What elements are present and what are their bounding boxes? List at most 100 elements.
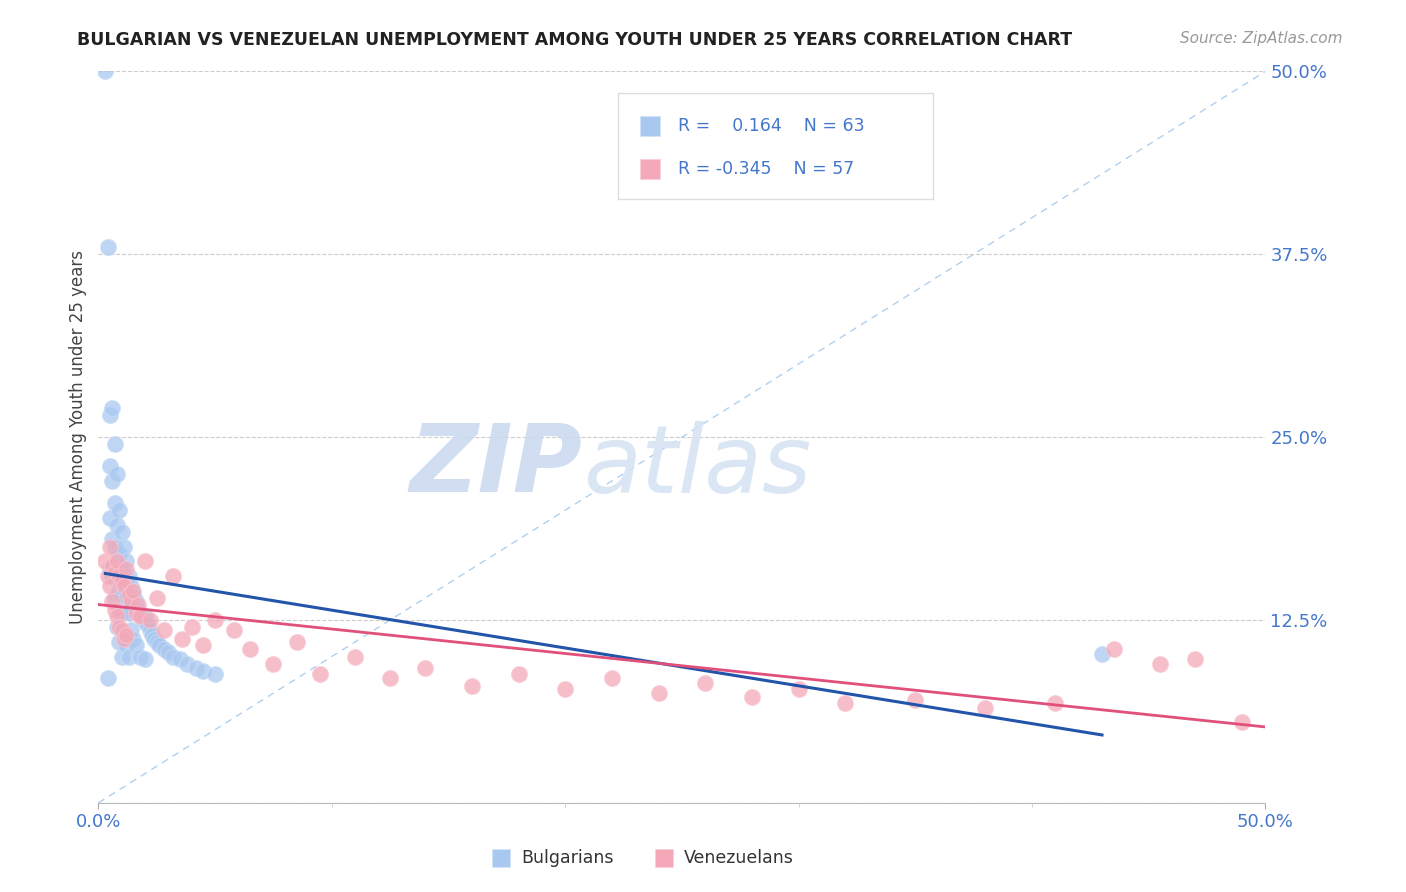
Point [112, 576, 135, 591]
Point [98, 408, 121, 422]
Point [152, 642, 174, 657]
Point [101, 558, 124, 573]
Point [122, 588, 145, 602]
Point [120, 623, 142, 637]
Point [162, 649, 184, 664]
Point [98, 459, 121, 474]
Point [115, 638, 138, 652]
Point [139, 613, 162, 627]
Point [132, 613, 155, 627]
Text: R =    0.164    N = 63: R = 0.164 N = 63 [679, 117, 865, 136]
Point [904, 693, 927, 707]
Point [105, 517, 128, 532]
Point [94, 554, 117, 568]
Point [134, 652, 156, 666]
Point [172, 632, 194, 646]
Point [143, 632, 166, 646]
Point [122, 583, 145, 598]
Point [115, 591, 138, 605]
Point [741, 690, 763, 705]
Point [105, 620, 128, 634]
Point [120, 594, 142, 608]
Point [262, 657, 284, 671]
Point [112, 540, 135, 554]
Point [146, 635, 169, 649]
Point [118, 649, 141, 664]
Point [204, 667, 226, 681]
Point [125, 606, 148, 620]
Point [115, 627, 138, 641]
Point [108, 620, 131, 634]
Point [125, 638, 148, 652]
Point [104, 603, 127, 617]
Point [134, 608, 156, 623]
Text: R = -0.345    N = 57: R = -0.345 N = 57 [679, 161, 855, 178]
Point [98, 579, 121, 593]
Point [101, 401, 124, 415]
Point [105, 467, 128, 481]
Point [239, 642, 262, 657]
Point [141, 627, 163, 641]
Point [204, 613, 226, 627]
Point [98, 540, 121, 554]
Point [413, 661, 436, 675]
FancyBboxPatch shape [617, 94, 932, 200]
Point [104, 540, 127, 554]
Point [115, 554, 138, 568]
Point [101, 594, 124, 608]
Point [108, 569, 131, 583]
Point [97, 672, 120, 686]
Point [101, 474, 124, 488]
Point [94, 64, 117, 78]
Point [787, 681, 810, 696]
Point [101, 533, 124, 547]
Point [344, 649, 367, 664]
Point [120, 579, 142, 593]
Point [309, 667, 332, 681]
Point [152, 623, 174, 637]
Point [222, 623, 245, 637]
Point [169, 652, 191, 666]
Point [285, 635, 308, 649]
Text: atlas: atlas [582, 421, 811, 512]
Point [105, 569, 128, 583]
Point [834, 696, 856, 710]
Point [104, 591, 127, 605]
Point [125, 594, 148, 608]
Point [105, 608, 128, 623]
Point [554, 681, 576, 696]
Point [111, 525, 134, 540]
Point [112, 632, 135, 646]
Point [129, 606, 152, 620]
Point [134, 554, 156, 568]
Point [111, 606, 134, 620]
Point [97, 569, 120, 583]
Point [127, 603, 149, 617]
Point [193, 638, 215, 652]
Point [1045, 696, 1067, 710]
Point [108, 503, 131, 517]
Point [129, 649, 152, 664]
Point [112, 579, 135, 593]
Point [974, 700, 997, 714]
Point [112, 627, 135, 641]
Point [136, 617, 159, 632]
Point [1091, 647, 1114, 661]
Point [129, 608, 152, 623]
Point [104, 565, 127, 579]
Point [508, 667, 530, 681]
Point [1102, 642, 1125, 657]
Point [695, 676, 717, 690]
Point [600, 672, 623, 686]
Point [98, 562, 121, 576]
Point [162, 569, 184, 583]
Point [180, 620, 202, 634]
Point [97, 240, 120, 254]
Point [118, 569, 141, 583]
Point [176, 657, 198, 671]
Text: Bulgarians: Bulgarians [520, 848, 613, 867]
Point [122, 632, 145, 646]
Point [111, 623, 134, 637]
Point [146, 591, 169, 605]
Point [105, 554, 128, 568]
